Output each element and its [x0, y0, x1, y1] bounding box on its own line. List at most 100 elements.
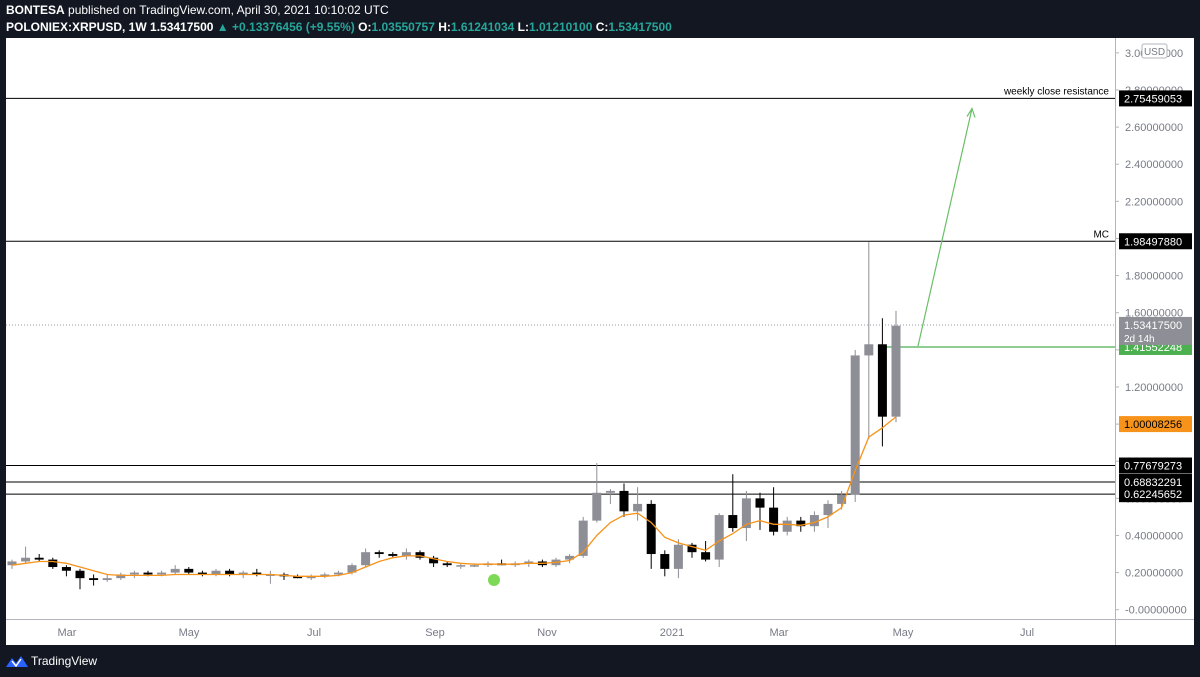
footer-bar: TradingView	[0, 645, 1200, 677]
symbol-label[interactable]: POLONIEX:XRPUSD, 1W	[6, 20, 147, 34]
time-tick-label: Mar	[58, 627, 77, 639]
candle[interactable]	[565, 554, 575, 564]
candle[interactable]	[755, 492, 765, 530]
candle-body	[116, 574, 126, 579]
moving-average-line[interactable]	[11, 416, 897, 577]
candle-body	[469, 565, 479, 567]
candle[interactable]	[306, 574, 316, 581]
close-value: 1.53417500	[608, 20, 672, 34]
candle-body	[701, 552, 711, 560]
candle-body	[605, 490, 615, 493]
candle[interactable]	[823, 500, 833, 529]
time-tick-label: May	[179, 627, 200, 639]
candle[interactable]	[48, 557, 58, 569]
candle-body	[170, 568, 180, 573]
candle[interactable]	[619, 483, 629, 517]
close-label: C:	[595, 20, 609, 34]
plot-area[interactable]	[6, 38, 1115, 619]
candle[interactable]	[578, 516, 588, 558]
candle[interactable]	[850, 349, 860, 503]
candle[interactable]	[61, 565, 71, 577]
candle[interactable]	[741, 490, 751, 542]
candle-body	[782, 520, 792, 532]
candle[interactable]	[197, 570, 207, 577]
candle[interactable]	[605, 489, 615, 504]
candle[interactable]	[129, 570, 139, 579]
candle-body	[293, 576, 303, 579]
candle[interactable]	[769, 487, 779, 536]
candle[interactable]	[170, 565, 180, 575]
signal-marker[interactable]	[488, 574, 500, 587]
candle-body	[7, 561, 17, 566]
candle-body	[75, 570, 85, 579]
candle[interactable]	[633, 487, 643, 521]
candle[interactable]	[673, 539, 683, 579]
candle-body	[265, 574, 275, 576]
candle[interactable]	[75, 568, 85, 590]
candle-body	[225, 570, 235, 575]
price-change: +0.13376456 (+9.55%)	[232, 20, 355, 34]
candle[interactable]	[89, 574, 99, 586]
level-price-label: 2.75459053	[1124, 93, 1182, 105]
tradingview-brand[interactable]: TradingView	[31, 654, 98, 668]
projection-arrow-line[interactable]	[917, 108, 973, 347]
high-label: H:	[438, 20, 451, 34]
candle[interactable]	[442, 561, 452, 568]
candle[interactable]	[116, 572, 126, 581]
candle[interactable]	[388, 552, 398, 558]
candle[interactable]	[34, 554, 44, 562]
candle[interactable]	[891, 310, 901, 423]
level-price-label-bg	[1119, 486, 1192, 503]
chart-header: BONTESA published on TradingView.com, Ap…	[0, 0, 1200, 38]
candle[interactable]	[701, 541, 711, 562]
candle-body	[48, 559, 58, 568]
candle-body	[320, 574, 330, 577]
candle[interactable]	[877, 318, 887, 447]
level-annotation: MC	[1093, 229, 1109, 240]
level-price-label: 0.77679273	[1124, 461, 1182, 473]
candle[interactable]	[401, 548, 411, 560]
candle[interactable]	[714, 513, 724, 568]
candle[interactable]	[687, 542, 697, 558]
price-tick-label: 2.60000000	[1125, 122, 1183, 134]
currency-label: USD	[1144, 47, 1165, 58]
price-tick-label: 1.60000000	[1125, 308, 1183, 320]
ma-price-label-bg	[1119, 416, 1192, 433]
time-tick-label: Jul	[1020, 627, 1034, 639]
candle[interactable]	[646, 500, 656, 569]
candle[interactable]	[21, 546, 31, 564]
level-price-label-bg	[1119, 233, 1192, 250]
candle-body	[429, 557, 439, 564]
candle[interactable]	[7, 559, 17, 569]
candle[interactable]	[102, 574, 112, 582]
time-tick-label: Mar	[770, 627, 789, 639]
tradingview-logo-icon[interactable]	[6, 653, 28, 669]
level-price-label: 0.68832291	[1124, 477, 1182, 489]
candle[interactable]	[782, 516, 792, 536]
candle-body	[673, 544, 683, 569]
level-price-label-bg	[1119, 90, 1192, 107]
candle[interactable]	[374, 550, 384, 558]
candle[interactable]	[809, 511, 819, 532]
currency-badge[interactable]: USD	[1141, 43, 1168, 59]
candle[interactable]	[592, 463, 602, 523]
candle[interactable]	[361, 548, 371, 568]
candle[interactable]	[660, 550, 670, 577]
candle[interactable]	[320, 572, 330, 579]
candle[interactable]	[796, 516, 806, 532]
price-tick-label: 1.80000000	[1125, 271, 1183, 283]
candle[interactable]	[265, 570, 275, 584]
candle[interactable]	[864, 242, 874, 439]
candle[interactable]	[728, 474, 738, 532]
level-price-label: 1.98497880	[1124, 236, 1182, 248]
candle-body	[347, 565, 357, 573]
candle[interactable]	[415, 550, 425, 560]
price-chart[interactable]: -0.000000000.200000000.400000000.6000000…	[0, 0, 1200, 645]
author-name[interactable]: BONTESA	[6, 3, 65, 17]
candle-body	[157, 572, 167, 575]
last-price-label: 1.53417500	[1124, 320, 1182, 332]
candle[interactable]	[456, 563, 466, 569]
candle[interactable]	[184, 567, 194, 575]
candle[interactable]	[429, 555, 439, 568]
time-axis[interactable]	[6, 619, 1115, 645]
